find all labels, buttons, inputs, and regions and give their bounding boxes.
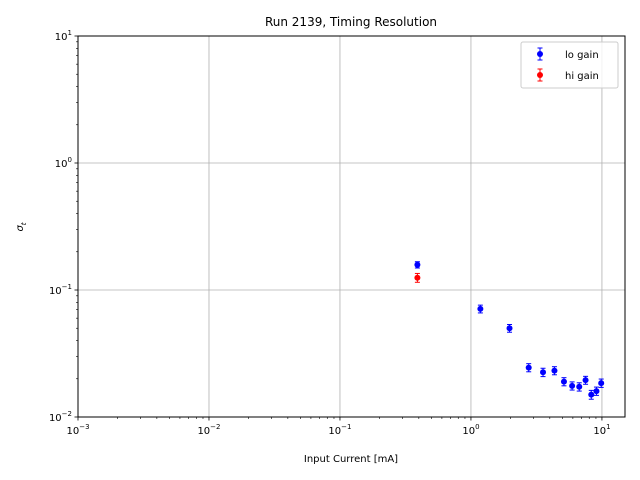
legend-label: lo gain bbox=[565, 50, 599, 61]
y-tick-label-exponent: −1 bbox=[62, 283, 72, 291]
x-tick-label-exponent: −3 bbox=[79, 423, 89, 431]
legend-marker bbox=[537, 72, 543, 78]
x-tick-label-exponent: 0 bbox=[475, 423, 479, 431]
x-tick-label-base: 10 bbox=[197, 426, 210, 437]
data-point bbox=[506, 325, 513, 332]
y-tick-label: 101 bbox=[55, 29, 72, 43]
legend-label: hi gain bbox=[565, 71, 599, 82]
data-point bbox=[569, 382, 576, 389]
chart-title: Run 2139, Timing Resolution bbox=[265, 15, 437, 29]
y-axis-label-subscript: t bbox=[20, 222, 28, 225]
y-tick-label-base: 10 bbox=[55, 159, 68, 170]
data-point bbox=[588, 391, 595, 398]
y-tick-label-exponent: 0 bbox=[68, 156, 72, 164]
series-lo-gain bbox=[414, 261, 605, 400]
y-tick-label: 10−2 bbox=[49, 410, 72, 424]
x-axis: 10−3 10−2 10−1 100 101 bbox=[66, 417, 611, 437]
y-axis-label: σt bbox=[15, 222, 28, 231]
y-tick-label-base: 10 bbox=[49, 413, 62, 424]
x-tick-label-base: 10 bbox=[66, 426, 79, 437]
data-point bbox=[477, 305, 484, 312]
x-tick-label-exponent: −1 bbox=[341, 423, 351, 431]
y-tick-label: 10−1 bbox=[49, 283, 72, 297]
data-layer bbox=[414, 261, 605, 400]
data-point bbox=[540, 369, 547, 376]
data-point bbox=[414, 274, 421, 281]
data-point bbox=[576, 383, 583, 390]
legend: lo gain hi gain bbox=[520, 41, 619, 89]
x-tick-label: 100 bbox=[462, 423, 479, 437]
x-tick-label-exponent: 1 bbox=[606, 423, 610, 431]
x-tick-label: 101 bbox=[593, 423, 610, 437]
data-point bbox=[551, 367, 558, 374]
x-tick-label-exponent: −2 bbox=[210, 423, 220, 431]
y-tick-label-base: 10 bbox=[49, 286, 62, 297]
plot-frame bbox=[77, 35, 626, 418]
data-point bbox=[598, 380, 605, 387]
data-point bbox=[525, 364, 532, 371]
x-tick-label: 10−2 bbox=[197, 423, 220, 437]
legend-box bbox=[520, 41, 619, 89]
data-point bbox=[582, 377, 589, 384]
x-tick-label-base: 10 bbox=[328, 426, 341, 437]
data-point bbox=[414, 261, 421, 268]
x-tick-label: 10−3 bbox=[66, 423, 89, 437]
series-hi-gain bbox=[414, 272, 421, 283]
x-axis-label: Input Current [mA] bbox=[304, 454, 398, 465]
y-tick-label-exponent: 1 bbox=[68, 29, 72, 37]
y-tick-label: 100 bbox=[55, 156, 72, 170]
data-point bbox=[560, 378, 567, 385]
data-point bbox=[593, 388, 600, 395]
x-tick-label-base: 10 bbox=[462, 426, 475, 437]
y-tick-label-exponent: −2 bbox=[62, 410, 72, 418]
x-tick-label: 10−1 bbox=[328, 423, 351, 437]
y-tick-label-base: 10 bbox=[55, 32, 68, 43]
legend-marker bbox=[537, 51, 543, 57]
x-tick-label-base: 10 bbox=[593, 426, 606, 437]
y-axis-label-sigma: σ bbox=[15, 225, 26, 232]
